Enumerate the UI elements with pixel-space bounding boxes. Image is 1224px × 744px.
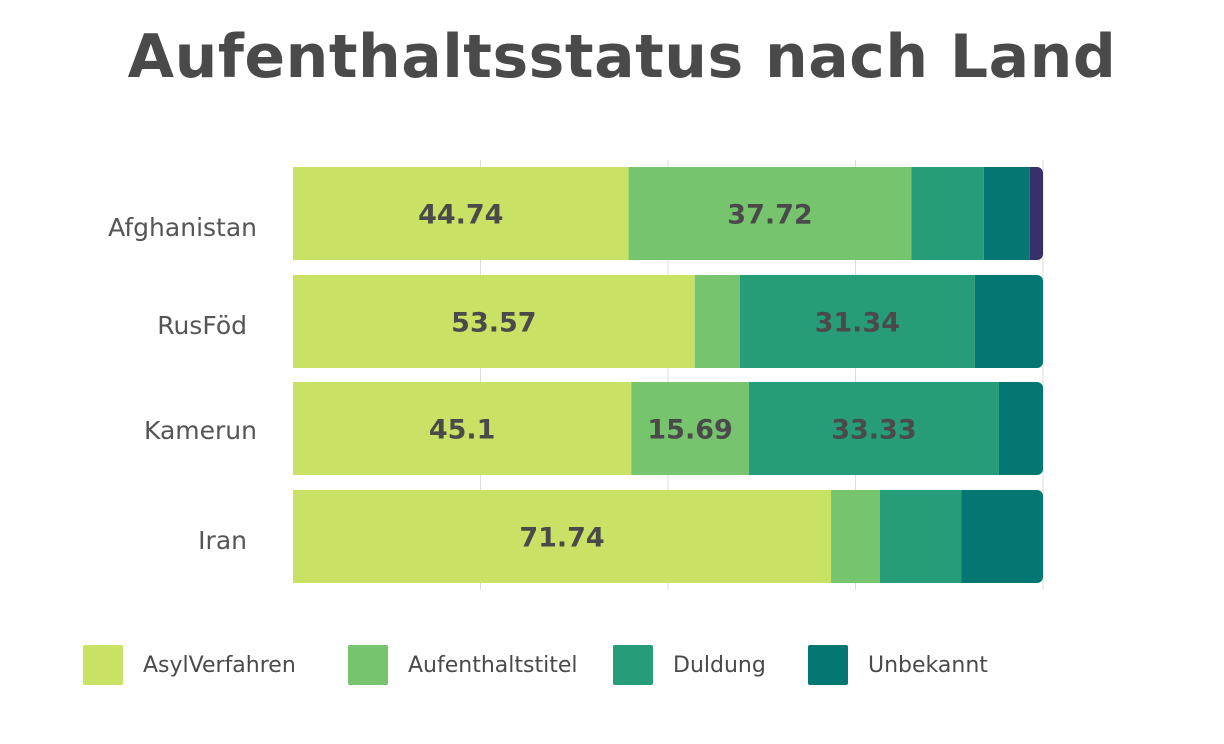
legend-item[interactable]: Unbekannt	[808, 644, 988, 686]
bar-row-kamerun	[293, 382, 1043, 475]
category-label: Afghanistan	[108, 213, 257, 242]
bars	[293, 167, 1043, 583]
bar-row-rusföd	[293, 275, 1043, 368]
bar-segment[interactable]	[879, 490, 962, 583]
bar-row-afghanistan	[293, 167, 1043, 260]
category-label: Kamerun	[144, 416, 257, 445]
bar-segment[interactable]	[628, 167, 912, 260]
bar-segment[interactable]	[974, 275, 1043, 368]
bar-row-iran	[293, 490, 1043, 583]
legend-label: Aufenthaltstitel	[408, 652, 578, 678]
bar-segment[interactable]	[961, 490, 1043, 583]
bar-segment[interactable]	[998, 382, 1043, 475]
data-label: 53.57	[451, 308, 536, 339]
data-labels: 44.74 37.72 53.57 31.34 45.1 15.69 33.33 71.74	[418, 200, 917, 554]
bar-segment[interactable]	[293, 167, 629, 260]
bar-segment[interactable]	[748, 382, 999, 475]
bar-segment[interactable]	[831, 490, 880, 583]
data-label: 31.34	[815, 308, 900, 339]
legend-swatch	[613, 645, 653, 685]
legend-item[interactable]: Aufenthaltstitel	[348, 644, 577, 686]
bar-segment[interactable]	[739, 275, 975, 368]
category-label: RusFöd	[157, 311, 247, 340]
bar-segment[interactable]	[293, 275, 695, 368]
bar-segment[interactable]	[983, 167, 1030, 260]
bar-segment[interactable]	[631, 382, 749, 475]
data-label: 15.69	[647, 415, 732, 446]
bar-segment[interactable]	[293, 382, 632, 475]
legend-swatch	[348, 645, 388, 685]
legend-item[interactable]: AsylVerfahren	[83, 644, 296, 686]
data-label: 45.1	[429, 415, 496, 446]
category-labels: Afghanistan RusFöd Kamerun Iran	[108, 213, 257, 555]
bar-segment[interactable]	[293, 490, 832, 583]
chart-title: Aufenthaltsstatus nach Land	[127, 22, 1117, 92]
legend-swatch	[808, 645, 848, 685]
bar-segment[interactable]	[694, 275, 740, 368]
bar-segment[interactable]	[1029, 167, 1043, 260]
data-label: 44.74	[418, 200, 503, 231]
legend-label: AsylVerfahren	[143, 652, 296, 678]
legend-label: Unbekannt	[868, 652, 988, 678]
legend-swatch	[83, 645, 123, 685]
category-label: Iran	[198, 526, 247, 555]
data-label: 71.74	[519, 523, 604, 554]
legend-label: Duldung	[673, 652, 766, 678]
bar-segment[interactable]	[911, 167, 984, 260]
data-label: 33.33	[831, 415, 916, 446]
data-label: 37.72	[727, 200, 812, 231]
legend-item[interactable]: Duldung	[613, 644, 766, 686]
